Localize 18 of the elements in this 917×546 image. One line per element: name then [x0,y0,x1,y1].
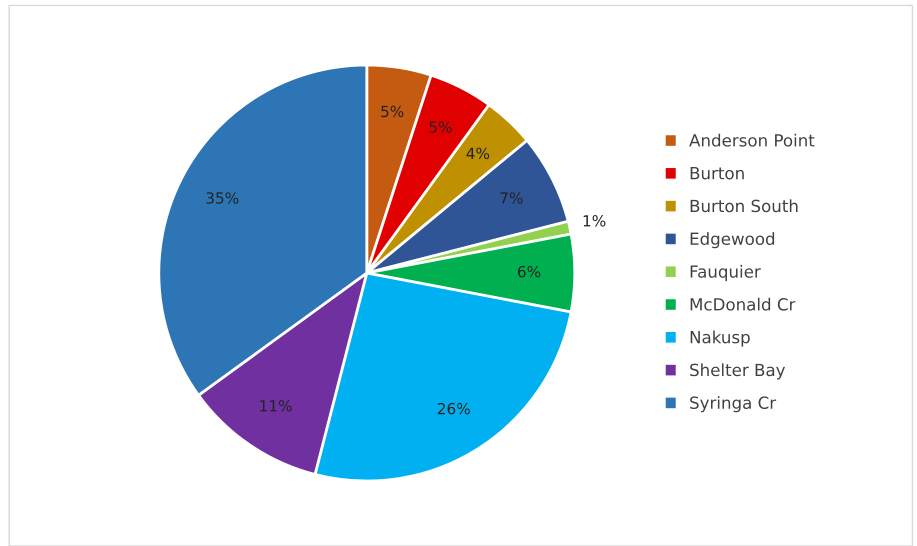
data-label: 11% [260,400,292,412]
legend-label: McDonald Cr [690,298,796,311]
legend-label: Burton South [690,199,798,212]
legend-label: Edgewood [690,232,774,248]
legend-label: Nakusp [690,330,750,347]
legend-label: Anderson Point [689,134,814,147]
data-label: 4% [466,148,490,160]
data-label: 6% [518,266,540,278]
data-label: 5% [430,121,452,133]
data-label: 7% [500,192,523,204]
data-label: 5% [381,106,404,118]
legend-label: Shelter Bay [690,363,786,380]
legend-label: Fauquier [690,264,761,282]
data-label: 1% [584,215,606,227]
legend-label: Burton [690,167,744,180]
data-label: 26% [438,402,470,414]
legend-label: Syringa Cr [690,396,776,412]
data-label: 35% [206,192,238,204]
